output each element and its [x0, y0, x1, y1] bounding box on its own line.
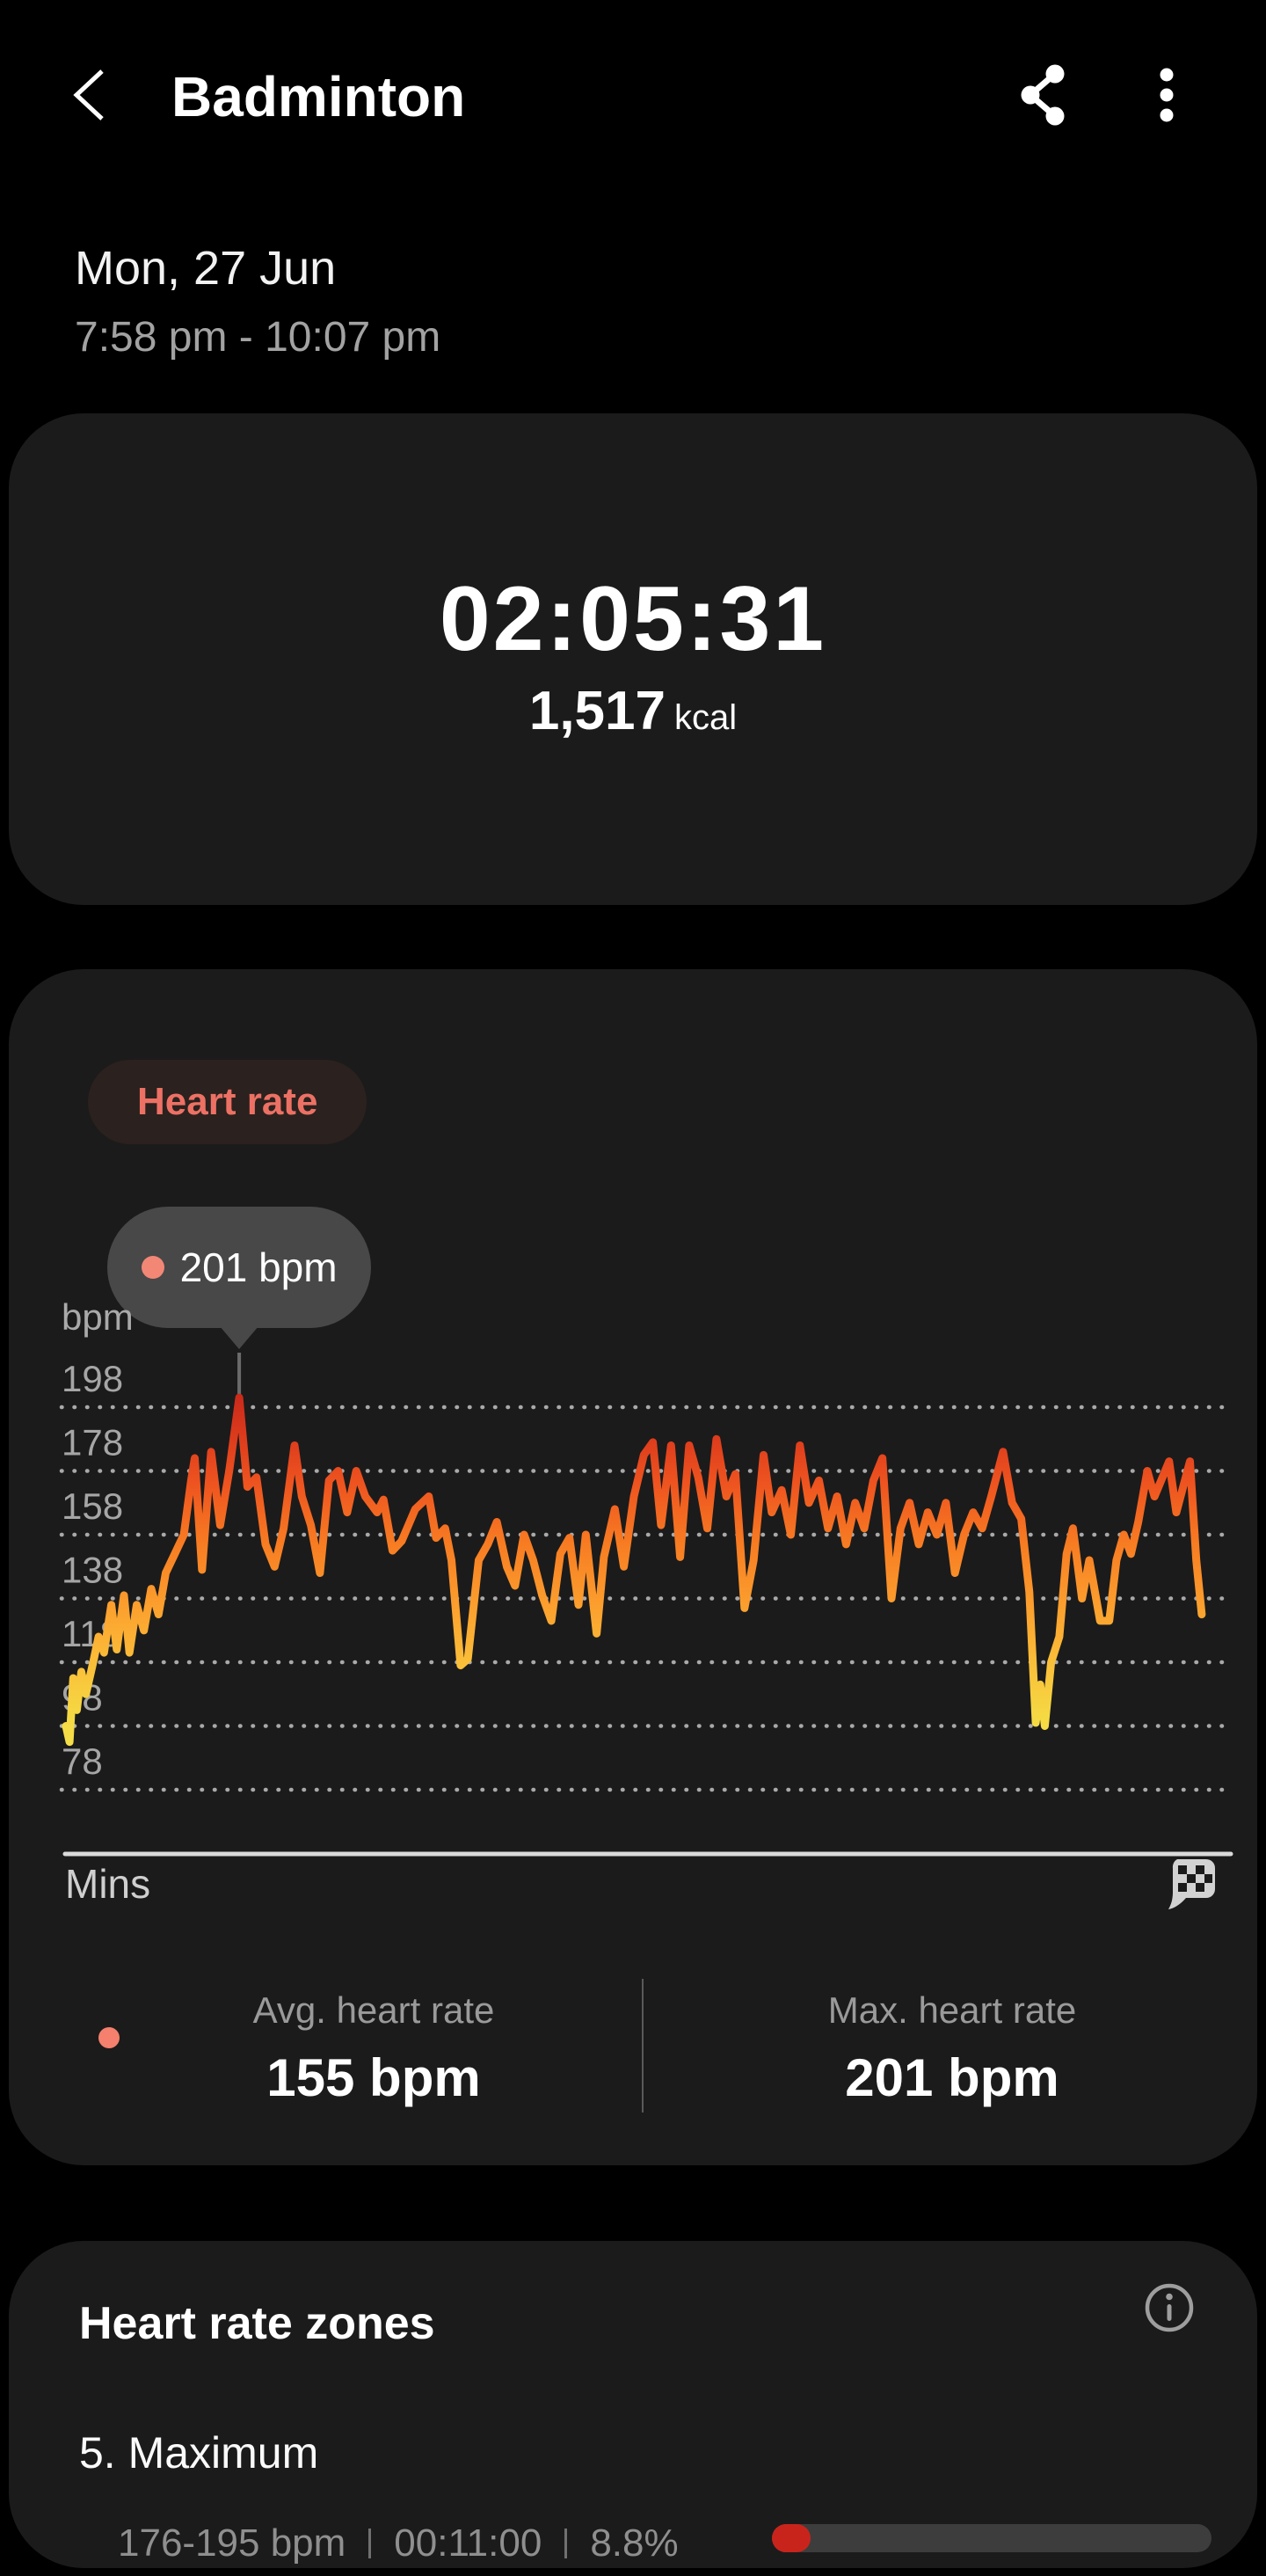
heart-rate-line-series	[62, 1393, 1206, 1747]
session-date: Mon, 27 Jun	[75, 242, 337, 295]
more-options-icon	[1160, 68, 1174, 122]
zone-separator	[368, 2529, 372, 2558]
share-button[interactable]	[1015, 63, 1078, 127]
avg-heart-rate-label: Avg. heart rate	[252, 1989, 495, 2031]
info-icon	[1145, 2283, 1194, 2332]
calories-unit: kcal	[674, 698, 738, 737]
svg-text:198: 198	[62, 1358, 123, 1399]
max-heart-rate-stat: Max. heart rate 201 bpm	[732, 1992, 1172, 2105]
zones-info-button[interactable]	[1145, 2283, 1194, 2332]
svg-text:178: 178	[62, 1422, 123, 1463]
chart-tooltip-value: 201 bpm	[179, 1244, 338, 1290]
zone-duration: 00:11:00	[394, 2521, 542, 2565]
zone-name: 5. Maximum	[79, 2428, 319, 2477]
avg-heart-rate-stat: Avg. heart rate 155 bpm	[154, 1992, 593, 2105]
calories-burned: 1,517 kcal	[0, 684, 1266, 739]
zone-separator	[564, 2529, 568, 2558]
session-time-range: 7:58 pm - 10:07 pm	[75, 314, 441, 361]
zone-bpm-range: 176-195 bpm	[118, 2521, 346, 2565]
workout-duration: 02:05:31	[439, 568, 827, 670]
stat-divider	[642, 1979, 644, 2113]
zone-detail-row: 176-195 bpm 00:11:00 8.8%	[118, 2515, 679, 2572]
zone-percent: 8.8%	[590, 2521, 679, 2565]
back-arrow-icon	[73, 69, 104, 120]
zones-title: Heart rate zones	[79, 2298, 435, 2349]
chart-y-axis-unit: bpm	[62, 1296, 134, 1338]
workout-summary-card	[9, 413, 1257, 905]
page-title: Badminton	[171, 65, 466, 128]
avg-heart-rate-value: 155 bpm	[266, 2048, 481, 2107]
svg-text:78: 78	[62, 1740, 103, 1782]
chart-x-axis-label: Mins	[65, 1861, 150, 1907]
chart-tooltip: 201 bpm	[107, 1207, 372, 1349]
app-bar: Badminton	[0, 0, 1266, 176]
max-heart-rate-label: Max. heart rate	[827, 1989, 1077, 2031]
svg-text:158: 158	[62, 1485, 123, 1527]
svg-text:138: 138	[62, 1550, 123, 1591]
zone-progress-fill	[772, 2524, 811, 2552]
calories-value: 1,517	[528, 681, 666, 741]
avg-heart-rate-dot-icon	[98, 2027, 120, 2048]
heart-rate-chip[interactable]: Heart rate	[88, 1060, 367, 1144]
checkered-flag-icon	[1168, 1859, 1215, 1909]
heart-rate-zones-card: Heart rate zones 5. Maximum 176-195 bpm …	[9, 2241, 1257, 2568]
back-button[interactable]	[62, 63, 125, 127]
more-options-button[interactable]	[1143, 63, 1192, 127]
share-icon	[1021, 64, 1065, 126]
heart-rate-card: Heart rate 201 bpm bpm 198 178 158 138 118 98…	[9, 969, 1257, 2165]
zone-progress-bar	[772, 2524, 1211, 2552]
max-heart-rate-value: 201 bpm	[845, 2048, 1059, 2107]
heart-rate-dot-icon	[141, 1256, 164, 1279]
